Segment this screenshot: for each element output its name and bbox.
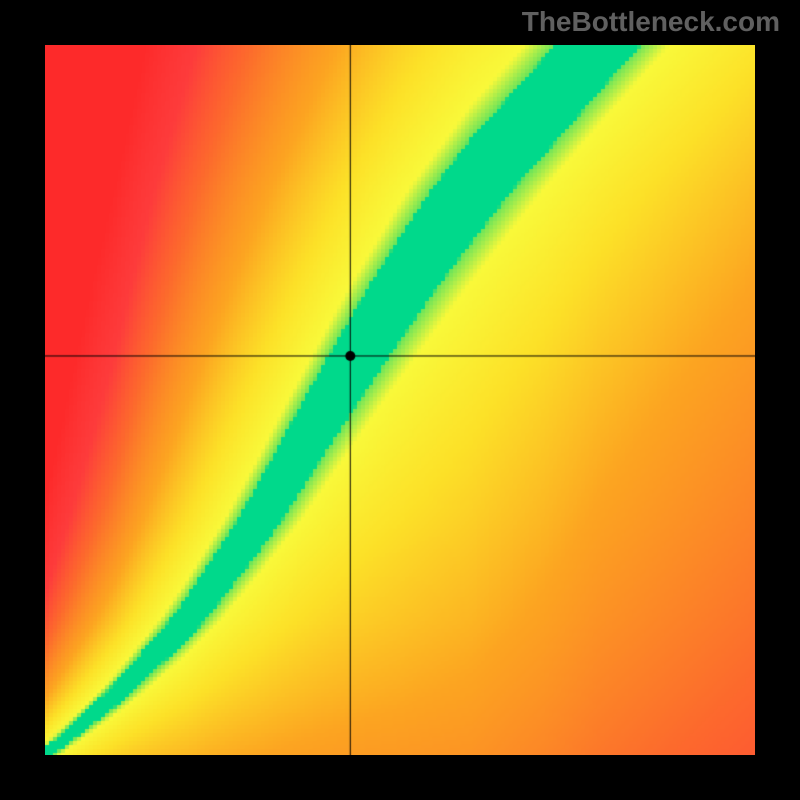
heatmap-plot (45, 45, 755, 755)
watermark-text: TheBottleneck.com (522, 6, 780, 38)
chart-frame: TheBottleneck.com (0, 0, 800, 800)
heatmap-canvas (45, 45, 755, 755)
